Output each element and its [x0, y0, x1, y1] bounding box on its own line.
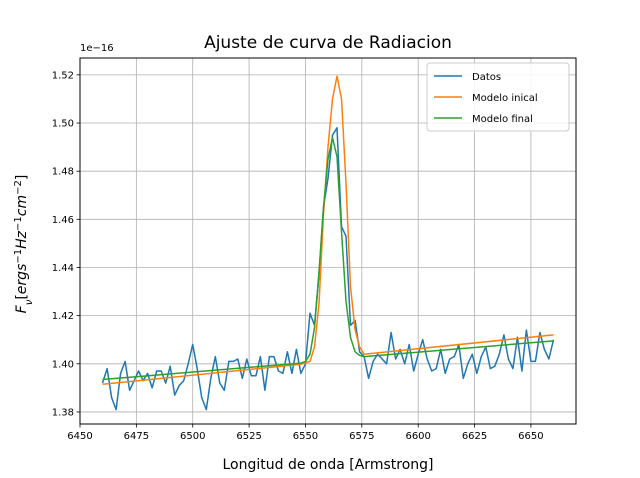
legend-label-modelo-final: Modelo final — [472, 114, 533, 125]
x-tick-label: 6575 — [349, 431, 374, 442]
series-line-modelo-final — [102, 136, 554, 381]
series-lines — [101, 75, 555, 411]
x-tick-label: 6450 — [67, 431, 92, 442]
x-tick-label: 6650 — [518, 431, 543, 442]
y-tick-label: 1.38 — [52, 407, 74, 418]
y-tick-label: 1.40 — [52, 359, 74, 370]
x-tick-label: 6525 — [236, 431, 261, 442]
x-tick-label: 6625 — [462, 431, 487, 442]
plot-frame — [79, 57, 577, 425]
series-line-modelo-inical — [102, 75, 554, 386]
legend-label-modelo-inical: Modelo inical — [472, 93, 538, 104]
y-tick-label: 1.48 — [52, 167, 74, 178]
x-tick-label: 6500 — [180, 431, 205, 442]
x-tick-label: 6550 — [293, 431, 318, 442]
x-tick-label: 6475 — [124, 431, 149, 442]
x-axis-label: Longitud de onda [Armstrong] — [223, 457, 434, 473]
chart-title: Ajuste de curva de Radiacion — [204, 33, 452, 53]
y-tick-label: 1.52 — [52, 70, 74, 81]
y-tick-label: 1.50 — [52, 119, 74, 130]
axis-ticks: 6450 6475 6500 6525 6550 6575 6600 6625 6650 1.38… — [52, 70, 544, 442]
x-tick-label: 6600 — [405, 431, 430, 442]
legend-box — [426, 62, 570, 132]
y-axis-label: Fν[ergs−1Hz−1cm−2] — [13, 175, 35, 314]
y-tick-label: 1.46 — [52, 215, 74, 226]
y-tick-label: 1.42 — [52, 311, 74, 322]
y-offset-label: 1e−16 — [80, 43, 114, 54]
series-line-datos — [101, 127, 555, 411]
y-tick-label: 1.44 — [52, 263, 74, 274]
legend: Datos Modelo inical Modelo final — [426, 62, 570, 132]
legend-label-datos: Datos — [472, 72, 501, 83]
